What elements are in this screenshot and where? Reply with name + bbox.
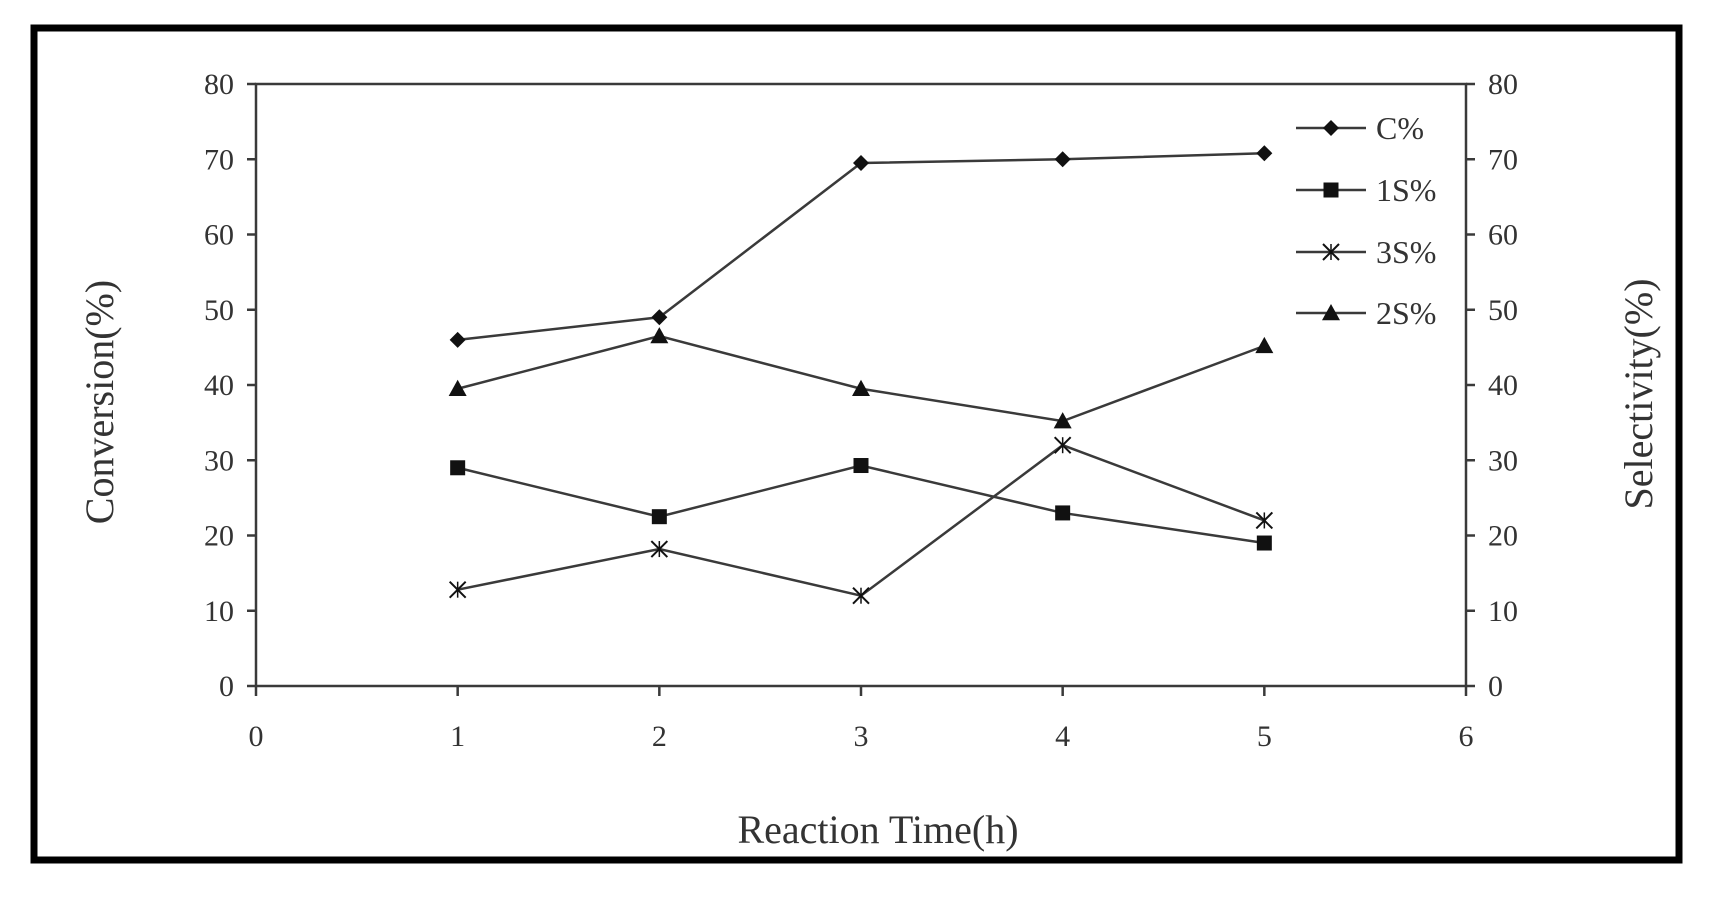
x-tick-label: 4 xyxy=(1055,720,1070,753)
series-2 xyxy=(450,458,1272,551)
x-tick-label: 5 xyxy=(1257,720,1272,753)
series-layer xyxy=(448,145,1274,605)
x-tick-label: 2 xyxy=(652,720,667,753)
axes: 0 10 20 30 40 50 60 70 80 0 10 20 30 40 50 60 70 80 0 1 2 3 4 5… xyxy=(204,68,1518,753)
y-right-tick-label: 30 xyxy=(1488,444,1518,477)
data-point xyxy=(1055,505,1071,521)
data-point xyxy=(650,540,669,558)
legend-marker xyxy=(1322,304,1340,321)
data-point xyxy=(650,327,669,344)
x-tick-label: 3 xyxy=(854,720,869,753)
data-point xyxy=(449,331,466,348)
data-point xyxy=(1053,412,1072,429)
y-right-tick-label: 10 xyxy=(1488,595,1518,628)
series-3 xyxy=(448,436,1274,605)
y-right-tick-label: 60 xyxy=(1488,219,1518,252)
data-point xyxy=(852,379,870,396)
x-tick-label: 6 xyxy=(1459,720,1474,753)
data-point xyxy=(853,458,869,474)
legend-item: 2S% xyxy=(1296,295,1436,331)
x-axis-title: Reaction Time(h) xyxy=(737,807,1018,852)
right-axis-title: Selectivity(%) xyxy=(1616,278,1661,509)
legend-label: 3S% xyxy=(1376,234,1436,270)
left-axis-title: Conversion(%) xyxy=(77,280,122,524)
y-left-tick-label: 30 xyxy=(204,444,234,477)
data-point xyxy=(448,379,467,396)
y-right-tick-label: 70 xyxy=(1488,143,1518,176)
data-point xyxy=(651,509,667,525)
legend-label: C% xyxy=(1376,110,1424,146)
y-left-tick-label: 0 xyxy=(219,670,234,703)
data-point xyxy=(853,155,869,172)
y-left-tick-label: 70 xyxy=(204,143,234,176)
y-left-tick-label: 80 xyxy=(204,68,234,101)
data-point xyxy=(651,309,668,326)
data-point xyxy=(1255,511,1274,530)
data-point xyxy=(1256,535,1272,551)
data-point xyxy=(1256,145,1273,162)
legend-item: C% xyxy=(1296,110,1424,146)
legend-marker xyxy=(1323,182,1339,198)
series-1 xyxy=(449,145,1273,348)
y-right-tick-label: 50 xyxy=(1488,294,1518,327)
legend-item: 1S% xyxy=(1296,172,1436,208)
legend: C% 1S% 3S% 2S% xyxy=(1296,110,1436,331)
y-right-tick-label: 40 xyxy=(1488,369,1518,402)
data-point xyxy=(450,460,466,476)
data-point xyxy=(448,580,467,599)
legend-item: 3S% xyxy=(1296,234,1436,270)
legend-marker xyxy=(1323,120,1339,136)
y-right-tick-label: 80 xyxy=(1488,68,1518,101)
data-point xyxy=(852,586,870,605)
y-left-tick-label: 60 xyxy=(204,219,234,252)
y-left-tick-label: 50 xyxy=(204,294,234,327)
y-right-tick-label: 0 xyxy=(1488,670,1503,703)
series-4 xyxy=(448,327,1274,429)
data-point xyxy=(1053,436,1072,454)
x-tick-label: 0 xyxy=(249,720,264,753)
y-left-tick-label: 10 xyxy=(204,595,234,628)
y-right-tick-label: 20 xyxy=(1488,520,1518,553)
legend-marker xyxy=(1322,243,1340,261)
legend-label: 2S% xyxy=(1376,295,1436,331)
y-left-tick-label: 40 xyxy=(204,369,234,402)
x-tick-label: 1 xyxy=(450,720,465,753)
legend-label: 1S% xyxy=(1376,172,1436,208)
y-left-tick-label: 20 xyxy=(204,520,234,553)
data-point xyxy=(1054,151,1071,168)
data-point xyxy=(1255,336,1274,354)
